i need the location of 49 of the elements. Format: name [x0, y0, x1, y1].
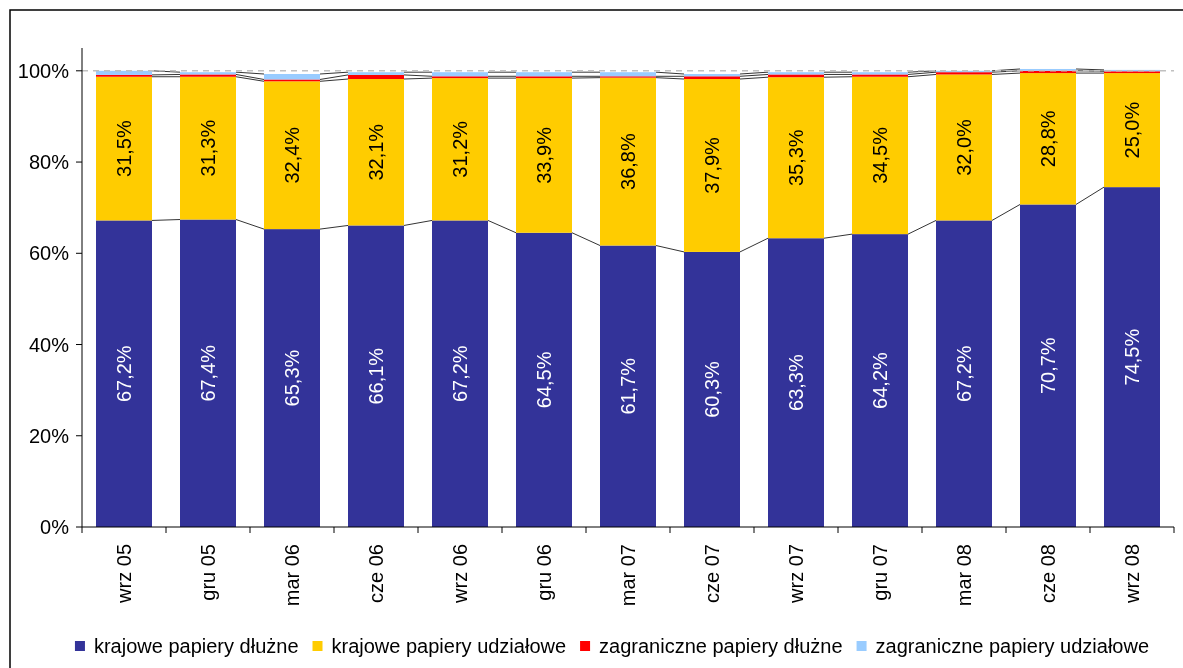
data-label: 34,5% — [869, 126, 891, 184]
data-label: 63,3% — [785, 354, 807, 411]
data-label: 35,3% — [785, 129, 807, 187]
data-label: 67,4% — [197, 344, 219, 402]
x-tick-label: gru 07 — [869, 544, 891, 601]
data-label: 31,2% — [449, 120, 471, 178]
data-label: 67,2% — [953, 345, 975, 403]
data-label: 31,3% — [197, 119, 219, 177]
data-label: 32,0% — [953, 118, 975, 176]
x-tick-label: wrz 06 — [449, 544, 471, 604]
x-tick-label: wrz 07 — [785, 544, 807, 604]
data-label: 60,3% — [701, 360, 723, 418]
data-label: 70,7% — [1037, 337, 1059, 395]
x-tick-label: gru 05 — [197, 544, 219, 601]
data-label: 64,2% — [869, 352, 891, 409]
data-label: 36,8% — [617, 133, 639, 190]
y-tick-label: 0% — [40, 516, 70, 538]
data-label: 32,1% — [365, 123, 387, 181]
x-tick-label: wrz 05 — [113, 544, 135, 604]
data-label: 67,2% — [449, 345, 471, 403]
x-tick-label: mar 07 — [617, 544, 639, 607]
y-tick-label: 20% — [28, 424, 70, 447]
data-label: 32,4% — [281, 126, 303, 184]
data-label: 66,1% — [365, 347, 387, 405]
y-tick-label: 60% — [28, 242, 70, 265]
data-label: 65,3% — [281, 349, 303, 407]
legend-label: krajowe papiery udziałowe — [331, 635, 567, 657]
data-label: 74,5% — [1121, 328, 1143, 386]
data-label: 31,5% — [113, 120, 135, 177]
x-tick-label: wrz 08 — [1121, 544, 1143, 604]
x-tick-label: mar 08 — [953, 544, 975, 607]
x-tick-label: gru 06 — [533, 544, 555, 601]
data-label: 67,2% — [113, 345, 135, 403]
y-tick-label: 40% — [28, 333, 70, 356]
data-label: 37,9% — [701, 136, 723, 194]
x-tick-label: cze 07 — [701, 544, 723, 603]
legend-label: zagraniczne papiery dłużne — [599, 635, 843, 657]
data-label: 25,0% — [1121, 101, 1143, 159]
y-tick-label: 100% — [17, 59, 70, 82]
data-label: 64,5% — [533, 351, 555, 409]
x-tick-label: cze 08 — [1037, 544, 1059, 603]
data-label: 61,7% — [617, 357, 639, 415]
data-label: 28,8% — [1037, 110, 1059, 168]
x-tick-label: cze 06 — [365, 544, 387, 603]
x-tick-label: mar 06 — [281, 544, 303, 607]
data-label: 33,9% — [533, 126, 555, 184]
legend-label: krajowe papiery dłużne — [93, 635, 299, 657]
y-tick-label: 80% — [28, 151, 70, 174]
legend-label: zagraniczne papiery udziałowe — [875, 635, 1150, 657]
